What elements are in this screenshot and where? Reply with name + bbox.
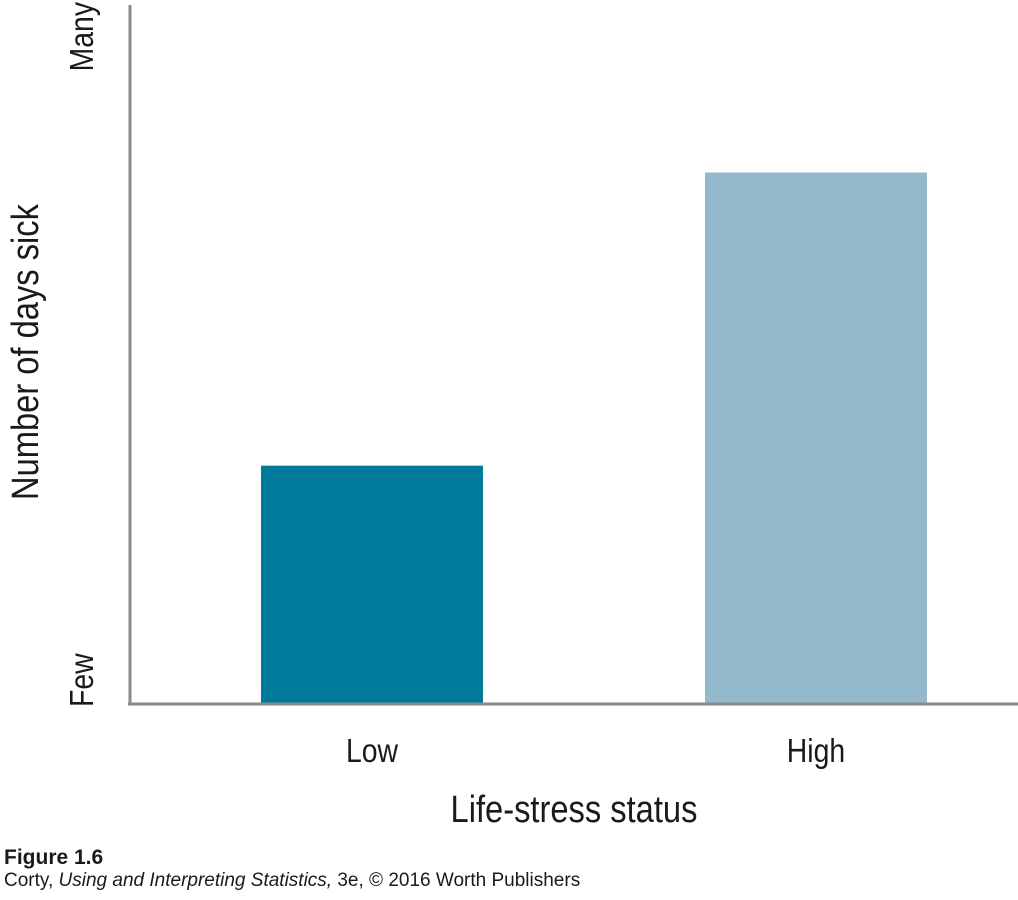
y-tick-label-many: Many <box>63 1 101 71</box>
x-axis-label: Life-stress status <box>451 788 698 831</box>
credit-publisher: 3e, © 2016 Worth Publishers <box>337 870 581 892</box>
x-tick-label-high: High <box>787 732 845 770</box>
figure-label: Figure 1.6 <box>4 846 104 869</box>
bar-high <box>704 172 927 703</box>
y-tick-label-few: Few <box>63 653 101 707</box>
x-tick-labels: Low High <box>346 732 845 770</box>
figure-caption: Figure 1.6 Corty, Using and Interpreting… <box>4 846 580 892</box>
y-tick-labels: Few Many <box>63 1 101 707</box>
bar-low <box>260 465 483 703</box>
y-axis-label: Number of days sick <box>4 204 47 500</box>
credit-book-title: Using and Interpreting Statistics, <box>58 870 333 892</box>
x-tick-label-low: Low <box>346 732 399 770</box>
bars-layer <box>260 172 927 703</box>
figure-credit: Corty, Using and Interpreting Statistics… <box>4 870 580 892</box>
credit-author: Corty, <box>4 870 54 892</box>
